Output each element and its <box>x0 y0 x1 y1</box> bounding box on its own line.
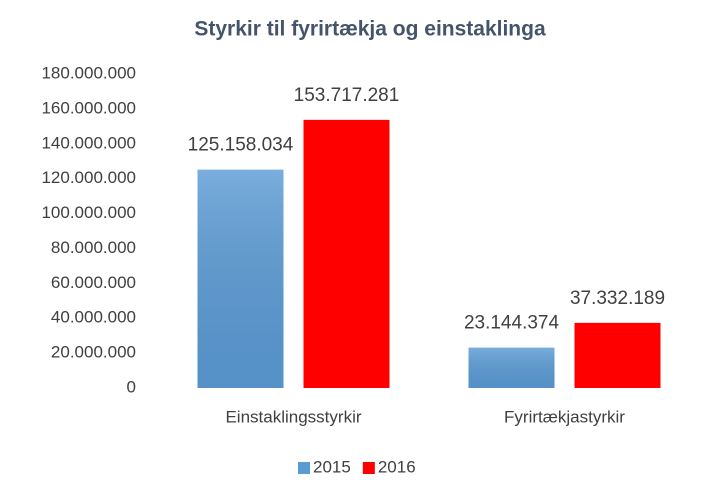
value-label: 125.158.034 <box>188 135 294 156</box>
y-tick-label: 160.000.000 <box>41 98 136 117</box>
y-tick-label: 140.000.000 <box>41 133 136 152</box>
bar-shade <box>197 169 284 388</box>
y-tick-label: 120.000.000 <box>41 168 136 187</box>
chart-title: Styrkir til fyrirtækja og einstaklinga <box>194 18 546 41</box>
legend-swatch <box>362 462 375 474</box>
y-tick-label: 20.000.000 <box>51 343 136 362</box>
bar <box>303 119 390 388</box>
y-tick-label: 0 <box>127 377 136 396</box>
legend-label: 2015 <box>313 457 351 476</box>
x-tick-label: Fyrirtækjastyrkir <box>504 407 625 426</box>
y-tick-label: 100.000.000 <box>41 203 136 222</box>
y-tick-label: 60.000.000 <box>51 273 136 292</box>
y-tick-label: 40.000.000 <box>51 308 136 327</box>
legend-label: 2016 <box>378 457 416 476</box>
legend-swatch <box>298 462 310 474</box>
value-label: 23.144.374 <box>464 313 560 334</box>
value-label: 153.717.281 <box>294 85 400 106</box>
bar-shade <box>468 347 555 388</box>
y-tick-label: 80.000.000 <box>51 238 136 257</box>
x-tick-label: Einstaklingsstyrkir <box>225 407 361 426</box>
value-label: 37.332.189 <box>570 288 665 309</box>
bar <box>574 322 661 388</box>
y-tick-label: 180.000.000 <box>41 63 136 82</box>
